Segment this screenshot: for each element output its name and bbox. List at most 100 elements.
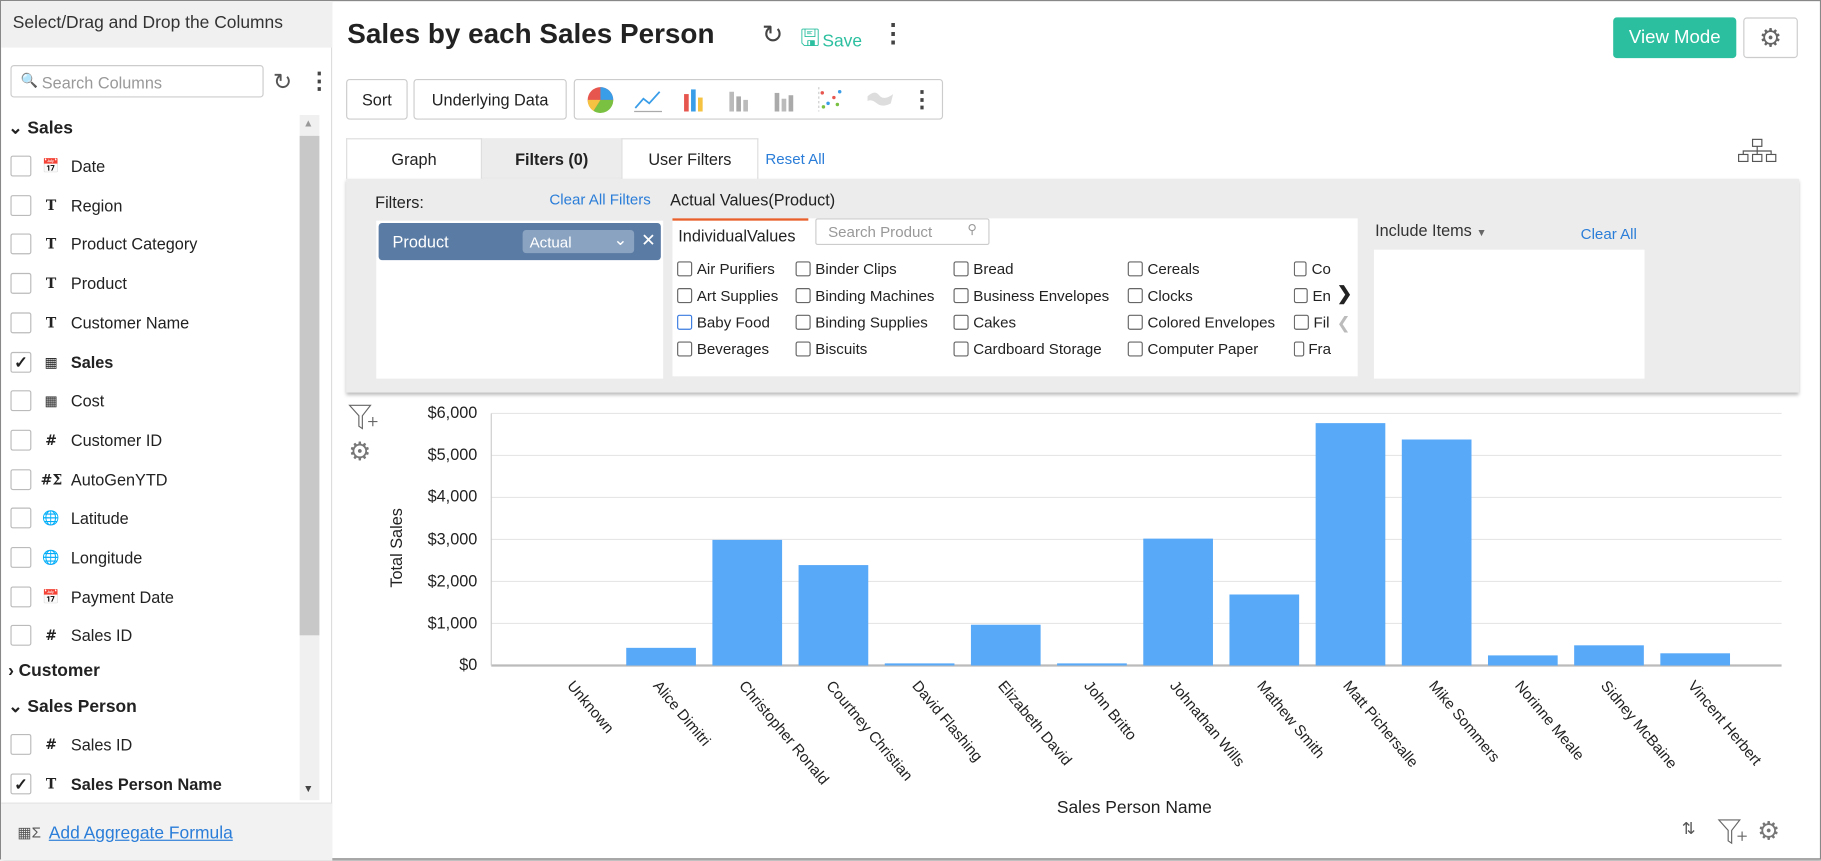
checkbox[interactable] [10, 194, 32, 216]
product-value-checkbox[interactable]: Computer Paper [1127, 340, 1258, 358]
column-item[interactable]: T Customer Name [10, 309, 189, 337]
group-sales[interactable]: ⌄ Sales [8, 118, 73, 139]
include-items-select[interactable]: Include Items ▼ [1375, 220, 1487, 240]
refresh-icon[interactable]: ↻ [272, 69, 293, 96]
line-chart-icon[interactable] [634, 87, 662, 113]
bar-chart-icon[interactable] [682, 87, 708, 113]
combo-bar-icon[interactable] [772, 87, 798, 113]
search-columns-input[interactable]: 🔍 Search Columns [10, 65, 264, 98]
product-value-checkbox[interactable]: Co [1293, 260, 1331, 278]
column-item[interactable]: T Product [10, 270, 127, 298]
bar[interactable] [1229, 594, 1300, 666]
checkbox[interactable] [10, 429, 32, 451]
hierarchy-icon[interactable] [1737, 138, 1777, 164]
scrollbar-thumb[interactable] [299, 135, 320, 636]
pie-chart-icon[interactable] [587, 85, 615, 113]
checkbox[interactable] [1293, 314, 1309, 330]
more-icon[interactable]: ⋮ [880, 18, 906, 48]
tab-user-filters[interactable]: User Filters [621, 138, 759, 179]
checkbox[interactable] [1127, 341, 1143, 357]
checkbox[interactable]: ✓ [10, 773, 32, 795]
checkbox[interactable] [10, 273, 32, 294]
next-icon[interactable]: ❯ [1336, 284, 1353, 305]
checkbox[interactable] [953, 314, 969, 330]
group-customer[interactable]: › Customer [8, 660, 100, 681]
column-item[interactable]: # Sales ID [10, 731, 132, 759]
checkbox[interactable] [1127, 288, 1143, 304]
bar[interactable] [712, 539, 783, 666]
product-value-checkbox[interactable]: Binder Clips [795, 260, 897, 278]
product-value-checkbox[interactable]: Bread [953, 260, 1014, 278]
checkbox[interactable] [10, 312, 32, 334]
column-item[interactable]: T Region [10, 191, 122, 219]
underlying-data-button[interactable]: Underlying Data [413, 78, 567, 120]
checkbox[interactable] [10, 507, 32, 529]
column-item[interactable]: 🌐 Latitude [10, 504, 129, 532]
chart-settings-icon[interactable]: ⚙ [348, 436, 372, 466]
checkbox[interactable] [677, 314, 693, 330]
product-value-checkbox[interactable]: Cereals [1127, 260, 1199, 278]
checkbox[interactable] [1293, 261, 1308, 277]
checkbox[interactable] [10, 233, 32, 255]
product-filter-chip[interactable]: Product Actual ⌄ ✕ [378, 222, 661, 261]
product-value-checkbox[interactable]: Colored Envelopes [1127, 314, 1275, 331]
product-value-checkbox[interactable]: Biscuits [795, 340, 867, 358]
checkbox[interactable] [10, 468, 32, 490]
product-value-checkbox[interactable]: Fra [1293, 340, 1331, 358]
close-icon[interactable]: ✕ [641, 231, 656, 251]
save-button[interactable]: 🖫 Save [800, 21, 862, 60]
more-icon[interactable]: ⋮ [307, 68, 331, 95]
checkbox[interactable] [795, 314, 811, 330]
product-value-checkbox[interactable]: Cakes [953, 314, 1016, 331]
view-mode-button[interactable]: View Mode [1613, 17, 1737, 59]
tab-filters[interactable]: Filters (0) [481, 138, 622, 179]
column-item[interactable]: ✓ ▦ Sales [10, 348, 113, 376]
checkbox[interactable] [677, 288, 693, 304]
checkbox[interactable]: ✓ [10, 351, 32, 373]
bar[interactable] [884, 663, 955, 666]
checkbox[interactable] [10, 586, 32, 608]
search-product-input[interactable]: Search Product ⚲ [815, 218, 990, 246]
add-filter-icon[interactable] [348, 404, 378, 432]
column-item[interactable]: 🌐 Longitude [10, 544, 142, 572]
scroll-up-icon[interactable]: ▲ [303, 117, 314, 129]
product-value-checkbox[interactable]: Beverages [677, 340, 769, 358]
checkbox[interactable] [1293, 341, 1304, 357]
checkbox[interactable] [1127, 314, 1143, 330]
product-value-checkbox[interactable]: Air Purifiers [677, 260, 775, 278]
product-value-checkbox[interactable]: Baby Food [677, 314, 770, 331]
add-filter-icon[interactable] [1717, 819, 1748, 847]
add-aggregate-formula-link[interactable]: Add Aggregate Formula [48, 823, 233, 844]
column-item[interactable]: # Sales ID [10, 622, 132, 650]
bar[interactable] [1401, 439, 1472, 666]
column-item[interactable]: # Customer ID [10, 426, 162, 454]
clear-all-filters-link[interactable]: Clear All Filters [549, 190, 651, 208]
checkbox[interactable] [10, 155, 32, 177]
checkbox[interactable] [10, 547, 32, 568]
bar[interactable] [970, 624, 1041, 666]
checkbox[interactable] [1293, 288, 1308, 304]
gear-icon[interactable]: ⚙ [1757, 816, 1781, 846]
checkbox[interactable] [795, 288, 811, 304]
tab-graph[interactable]: Graph [346, 138, 482, 179]
bar[interactable] [626, 647, 696, 666]
checkbox[interactable] [10, 625, 32, 647]
group-sales-person[interactable]: ⌄ Sales Person [8, 696, 137, 717]
bar[interactable] [1487, 655, 1558, 666]
checkbox[interactable] [677, 261, 693, 277]
bar[interactable] [1143, 538, 1213, 666]
more-icon[interactable]: ⋮ [910, 87, 934, 113]
product-value-checkbox[interactable]: Clocks [1127, 287, 1193, 304]
bar[interactable] [1574, 645, 1644, 666]
checkbox[interactable] [953, 341, 969, 357]
product-value-checkbox[interactable]: Art Supplies [677, 287, 778, 304]
column-item[interactable]: ▦ Cost [10, 387, 104, 415]
column-item[interactable]: ✓ T Sales Person Name [10, 770, 222, 798]
checkbox[interactable] [677, 341, 693, 357]
scatter-chart-icon[interactable] [818, 86, 846, 113]
checkbox[interactable] [953, 261, 969, 277]
product-value-checkbox[interactable]: Binding Machines [795, 287, 934, 304]
checkbox[interactable] [795, 261, 811, 277]
checkbox[interactable] [795, 341, 811, 357]
product-value-checkbox[interactable]: Binding Supplies [795, 314, 928, 331]
